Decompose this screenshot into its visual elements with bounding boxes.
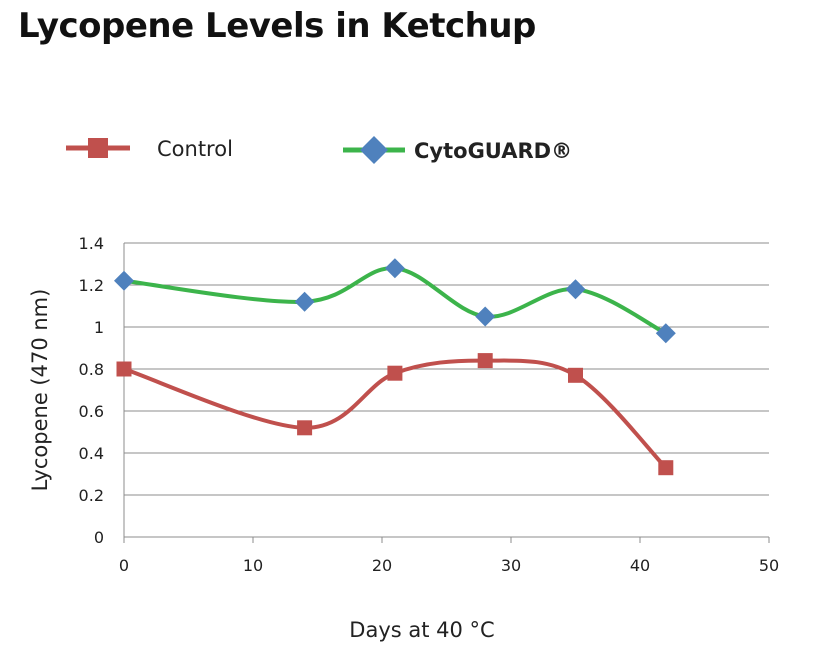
data-point-cytoguard: [384, 258, 405, 279]
chart-title: Lycopene Levels in Ketchup: [18, 6, 536, 46]
x-tick-label: 50: [759, 556, 779, 575]
gridlines: [124, 242, 769, 496]
y-tick-label: 0.8: [79, 360, 104, 379]
data-point-control: [387, 365, 403, 381]
x-tick-label: 40: [630, 556, 650, 575]
data-point-control: [297, 420, 313, 436]
x-axis-label: Days at 40 °C: [349, 618, 494, 642]
y-tick-label: 0.2: [79, 486, 104, 505]
x-tick-label: 30: [501, 556, 521, 575]
y-tick-label: 1.2: [79, 276, 104, 295]
series-markers: [114, 258, 676, 476]
data-point-cytoguard: [294, 291, 315, 312]
series-line-control: [122, 358, 668, 470]
x-tick-label: 10: [243, 556, 263, 575]
legend-label-control: Control: [157, 137, 233, 161]
data-point-cytoguard: [655, 323, 676, 344]
data-point-cytoguard: [565, 279, 586, 300]
y-tick-label: 0.6: [79, 402, 104, 421]
data-point-control: [477, 353, 493, 369]
x-tick-label: 0: [119, 556, 129, 575]
y-tick-label: 0.4: [79, 444, 104, 463]
data-point-cytoguard: [114, 270, 134, 291]
data-point-cytoguard: [475, 306, 496, 327]
y-axis-label: Lycopene (470 nm): [28, 289, 52, 492]
legend-marker-control: [88, 138, 108, 158]
legend-label-cytoguard: CytoGUARD®: [414, 139, 572, 163]
legend-marker-cytoguard: [360, 136, 388, 164]
axes: 0 0.2 0.4 0.6 0.8 1 1.2 1.4 0 10 20 30 40 50: [79, 234, 780, 575]
legend: Control CytoGUARD®: [66, 136, 572, 164]
data-point-control: [568, 367, 583, 383]
data-point-control: [658, 460, 674, 476]
y-tick-label: 0: [94, 528, 104, 547]
y-tick-label: 1.4: [79, 234, 104, 253]
data-point-control: [116, 361, 132, 377]
y-tick-label: 1: [94, 318, 104, 337]
x-tick-label: 20: [372, 556, 392, 575]
